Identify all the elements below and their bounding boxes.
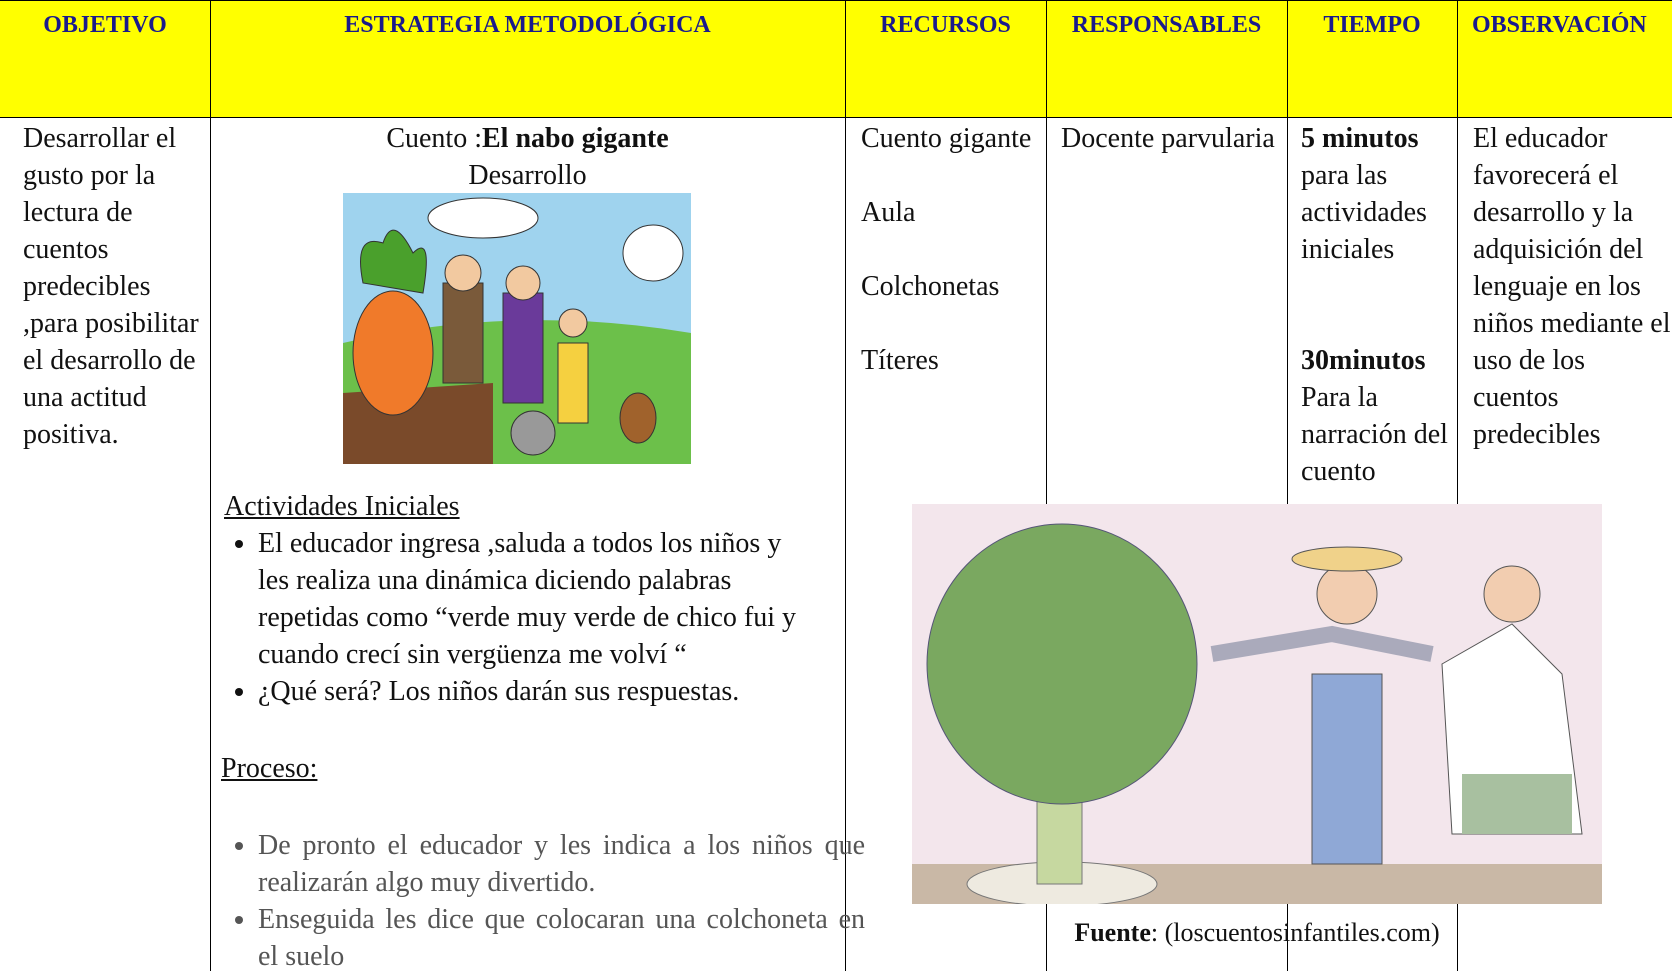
- list-item: ¿Qué será? Los niños darán sus respuesta…: [258, 673, 798, 710]
- border: [210, 0, 211, 971]
- subtitle: Desarrollo: [468, 160, 587, 191]
- title-prefix: Cuento :: [386, 123, 482, 154]
- time-description: para las actividades iniciales: [1301, 160, 1427, 265]
- story-title: Cuento :El nabo gigante: [210, 120, 845, 157]
- resource: Títeres: [861, 345, 939, 376]
- header-row: OBJETIVO ESTRATEGIA METODOLÓGICA RECURSO…: [0, 0, 1672, 117]
- border: [1457, 0, 1458, 971]
- section-heading: Actividades Iniciales: [224, 491, 460, 522]
- title: El nabo gigante: [481, 123, 669, 154]
- border: [0, 0, 1672, 1]
- section-heading: Proceso:: [221, 753, 318, 784]
- time-block: 5 minutos para las actividades iniciales: [1301, 120, 1456, 268]
- process-list: De pronto el educador y les indica a los…: [224, 827, 865, 975]
- list-item: Enseguida les dice que colocaran una col…: [258, 901, 865, 975]
- header-cell: OBSERVACIÓN: [1472, 12, 1647, 38]
- responsables: Docente parvularia: [1061, 123, 1275, 154]
- list-item: El educador ingresa ,saluda a todos los …: [258, 525, 798, 673]
- duration: 30minutos: [1301, 345, 1426, 376]
- border: [1287, 0, 1288, 971]
- header-cell: TIEMPO: [1323, 12, 1421, 38]
- objetivo: Desarrollar el gusto por la lectura de c…: [23, 123, 199, 450]
- figure-caption: Fuente: (loscuentosinfantiles.com): [912, 916, 1602, 950]
- header-cell: RECURSOS: [880, 12, 1011, 38]
- resource: Cuento gigante: [861, 123, 1032, 154]
- border: [845, 0, 846, 971]
- time-block: 30minutos Para la narración del cuento: [1301, 342, 1456, 490]
- tiempo: 5 minutos para las actividades iniciales 3…: [1301, 120, 1456, 564]
- border: [1046, 0, 1047, 971]
- time-description: Para la narración del cuento: [1301, 382, 1448, 487]
- list-item: De pronto el educador y les indica a los…: [258, 827, 865, 901]
- header-cell: ESTRATEGIA METODOLÓGICA: [344, 12, 711, 38]
- activities-list: El educador ingresa ,saluda a todos los …: [224, 525, 798, 710]
- story-illustration: [343, 193, 691, 464]
- figure-illustration: [912, 504, 1602, 904]
- observacion: El educador favorecerá el desarrollo y l…: [1473, 123, 1671, 450]
- header-cell: OBJETIVO: [43, 12, 167, 38]
- duration: 5 minutos: [1301, 123, 1419, 154]
- resource: Aula: [861, 197, 916, 228]
- source-label: Fuente: [1074, 918, 1151, 947]
- border: [0, 117, 1672, 118]
- source-text: : (loscuentosinfantiles.com): [1150, 918, 1440, 947]
- recursos: Cuento gigante Aula Colchonetas Títeres: [861, 120, 1041, 416]
- header-cell: RESPONSABLES: [1071, 12, 1262, 38]
- resource: Colchonetas: [861, 271, 1000, 302]
